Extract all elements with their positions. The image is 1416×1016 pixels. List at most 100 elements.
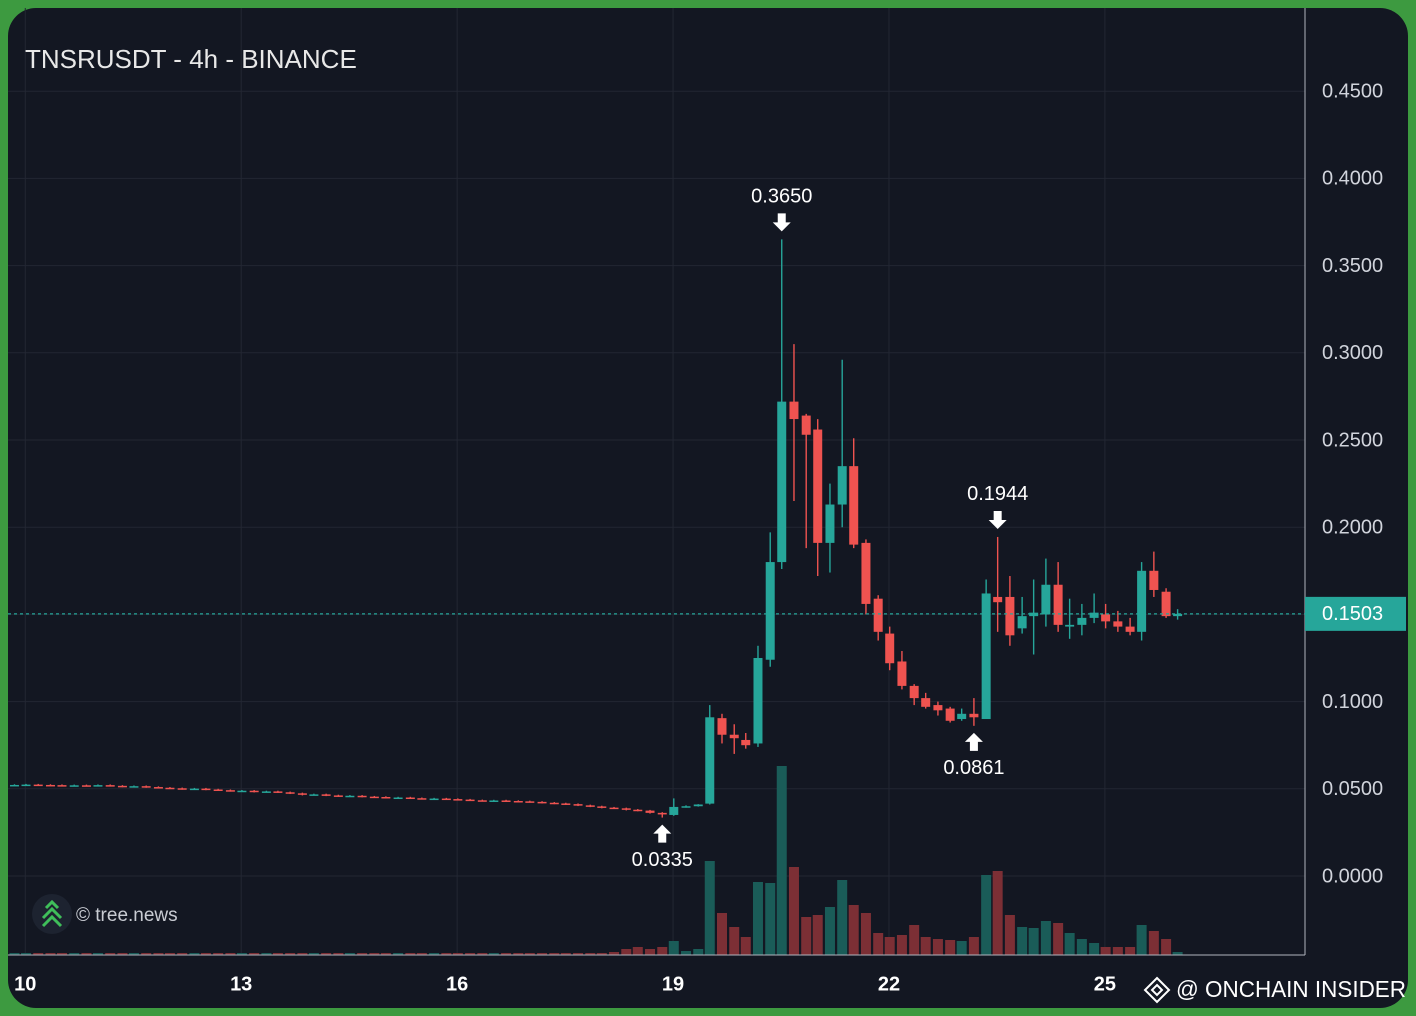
volume-bar bbox=[20, 953, 31, 955]
volume-bar bbox=[1064, 933, 1075, 955]
candle-body bbox=[81, 785, 91, 787]
volume-bar bbox=[1112, 947, 1123, 955]
y-tick-label: 0.0500 bbox=[1322, 778, 1383, 800]
candle-body bbox=[69, 785, 79, 787]
volume-bar bbox=[909, 925, 920, 955]
candle-body bbox=[57, 785, 67, 787]
candle-body bbox=[129, 786, 139, 788]
candle-body bbox=[669, 806, 679, 815]
candle-body bbox=[261, 791, 271, 793]
volume-bar bbox=[981, 875, 992, 955]
y-tick-label: 0.4000 bbox=[1322, 168, 1383, 190]
volume-bar bbox=[837, 880, 848, 955]
volume-bar bbox=[1017, 927, 1028, 955]
volume-bar bbox=[920, 937, 931, 955]
candle-body bbox=[213, 789, 223, 791]
candle-body bbox=[9, 784, 19, 787]
volume-bar bbox=[380, 953, 391, 955]
volume-bar bbox=[441, 953, 452, 955]
volume-bar bbox=[272, 953, 283, 955]
volume-bar bbox=[788, 867, 799, 955]
candle-body bbox=[1029, 612, 1039, 617]
annotation-label: 0.3650 bbox=[751, 186, 812, 208]
volume-bar bbox=[405, 953, 416, 955]
volume-bar bbox=[1028, 928, 1039, 955]
volume-bar bbox=[33, 953, 44, 955]
x-tick-label: 13 bbox=[230, 973, 252, 995]
volume-bar bbox=[285, 953, 296, 955]
volume-bar bbox=[693, 949, 704, 955]
candle-body bbox=[21, 784, 31, 787]
volume-bar bbox=[573, 953, 584, 955]
volume-bar bbox=[452, 953, 463, 955]
volume-bar bbox=[117, 953, 128, 955]
volume-bar bbox=[56, 953, 67, 955]
candle-body bbox=[321, 794, 331, 796]
candle-body bbox=[1137, 570, 1147, 632]
volume-bar bbox=[9, 953, 20, 955]
candle-body bbox=[393, 797, 403, 800]
candle-body bbox=[1173, 613, 1183, 617]
volume-bar bbox=[681, 951, 692, 955]
candle-body bbox=[465, 799, 475, 802]
y-tick-label: 0.1000 bbox=[1322, 691, 1383, 713]
candle-body bbox=[477, 800, 487, 802]
volume-bar bbox=[1161, 939, 1172, 955]
volume-bar bbox=[236, 953, 247, 955]
candle-body bbox=[1065, 624, 1075, 627]
volume-bar bbox=[765, 883, 776, 955]
source-logo bbox=[32, 894, 72, 934]
candle-body bbox=[717, 718, 727, 735]
candle-body bbox=[909, 685, 919, 699]
volume-bar bbox=[416, 953, 427, 955]
volume-bar bbox=[1136, 925, 1147, 955]
volume-bar bbox=[884, 937, 895, 955]
volume-bar bbox=[560, 953, 571, 955]
volume-bar bbox=[429, 953, 440, 955]
annotation-arrow bbox=[964, 732, 983, 751]
candle-body bbox=[837, 466, 847, 505]
volume-bar bbox=[200, 953, 211, 955]
candle-body bbox=[873, 598, 883, 632]
volume-bar bbox=[1089, 943, 1100, 955]
candle-body bbox=[441, 798, 451, 801]
candle-body bbox=[1005, 596, 1015, 636]
chart-title: TNSRUSDT - 4h - BINANCE bbox=[25, 44, 357, 74]
volume-bar bbox=[537, 953, 548, 955]
candle-body bbox=[501, 800, 511, 802]
candle-body bbox=[249, 790, 259, 793]
candle-body bbox=[1125, 626, 1135, 632]
volume-bar bbox=[369, 953, 380, 955]
volume-bar bbox=[1004, 915, 1015, 955]
candle-body bbox=[645, 810, 655, 813]
volume-bar bbox=[501, 953, 512, 955]
y-tick-label: 0.3000 bbox=[1322, 342, 1383, 364]
candle-body bbox=[1089, 612, 1099, 618]
candle-body bbox=[489, 800, 499, 802]
volume-bar bbox=[609, 952, 620, 955]
annotation-arrow bbox=[653, 824, 672, 843]
volume-bar bbox=[1040, 921, 1051, 955]
candle-body bbox=[609, 807, 619, 810]
volume-bar bbox=[645, 949, 656, 955]
volume-bar bbox=[477, 953, 488, 955]
volume-bar bbox=[968, 937, 979, 955]
volume-bar bbox=[513, 953, 524, 955]
candle-body bbox=[885, 633, 895, 664]
credit: @ ONCHAIN INSIDER bbox=[1176, 976, 1406, 1002]
volume-bar bbox=[704, 861, 715, 955]
y-tick-label: 0.3500 bbox=[1322, 255, 1383, 277]
volume-bar bbox=[596, 953, 607, 955]
candle-body bbox=[369, 796, 379, 799]
volume-bar bbox=[321, 953, 332, 955]
volume-bar bbox=[657, 947, 668, 955]
volume-bar bbox=[1125, 947, 1136, 955]
candle-body bbox=[1161, 591, 1171, 617]
volume-bar bbox=[213, 953, 224, 955]
candle-body bbox=[921, 698, 931, 707]
y-tick-label: 0.2500 bbox=[1322, 429, 1383, 451]
candle-body bbox=[789, 401, 799, 420]
candle-body bbox=[861, 542, 871, 604]
annotation-label: 0.1944 bbox=[967, 483, 1028, 505]
